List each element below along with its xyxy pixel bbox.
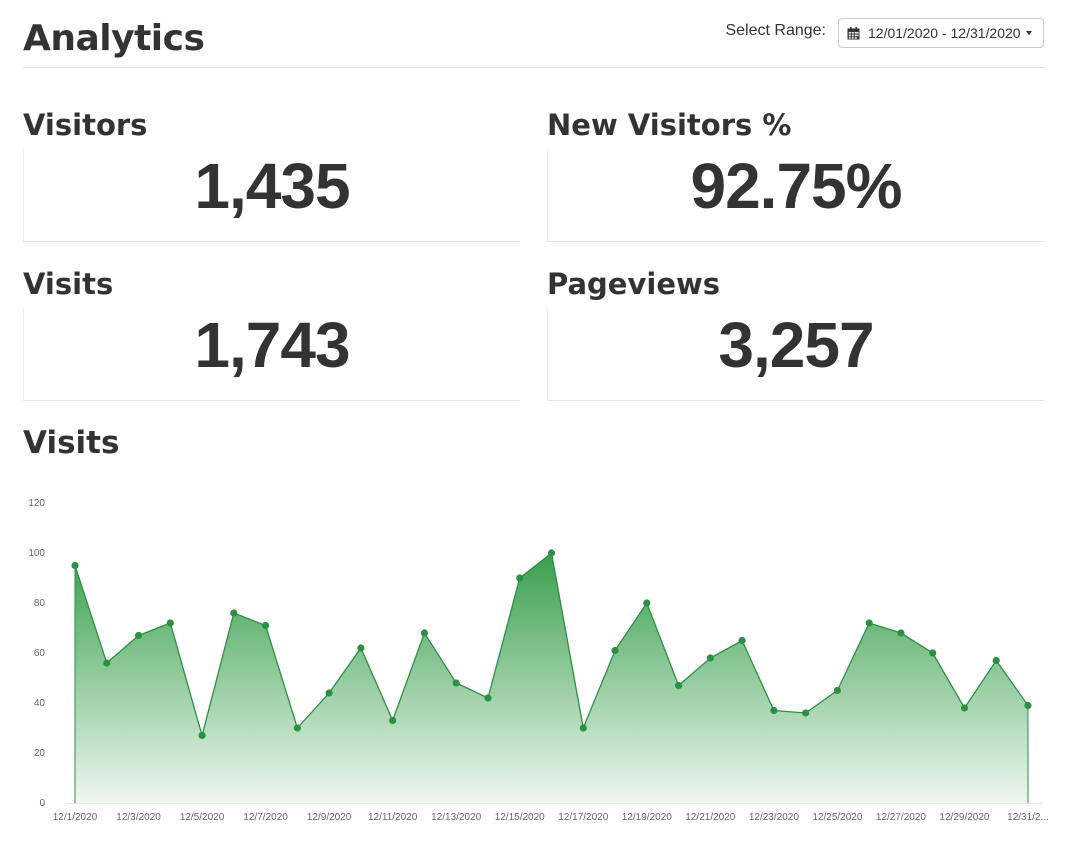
visits-data-point[interactable] (293, 724, 301, 732)
visits-data-point[interactable] (1024, 701, 1032, 710)
visits-data-point[interactable] (579, 724, 587, 732)
visits-data-point[interactable] (611, 646, 619, 655)
visits-data-point[interactable] (262, 621, 270, 630)
range-label: Select Range: (725, 22, 826, 39)
y-tick-label: 60 (34, 648, 46, 659)
y-tick-label: 120 (28, 498, 45, 509)
x-tick-label: 12/19/2020 (622, 812, 672, 823)
visits-data-point[interactable] (674, 681, 683, 690)
x-tick-label: 12/23/2020 (749, 812, 799, 823)
visits-chart: 0 20 40 60 80 100 120 12/1/2020 12/3/2020 12/5/2… (20, 490, 1050, 830)
x-tick-label: 12/15/2020 (495, 812, 545, 823)
visits-data-point[interactable] (484, 694, 492, 702)
y-axis: 0 20 40 60 80 100 120 (28, 498, 1043, 809)
visits-data-point[interactable] (738, 636, 746, 645)
x-tick-label: 12/27/2020 (876, 812, 926, 823)
visits-chart-svg: 0 20 40 60 80 100 120 12/1/2020 12/3/2020 12/5/2… (28, 498, 1049, 823)
stat-visitors-value: 1,435 (194, 150, 350, 222)
visits-data-point[interactable] (389, 716, 397, 725)
x-tick-label: 12/7/2020 (243, 812, 288, 823)
visits-data-point[interactable] (516, 574, 524, 582)
visits-data-point[interactable] (643, 599, 651, 607)
stat-visits-value: 1,743 (194, 309, 350, 381)
x-axis: 12/1/2020 12/3/2020 12/5/2020 12/7/2020 12/9… (53, 812, 1049, 823)
visits-data-point[interactable] (420, 629, 429, 637)
visits-chart-title: Visits (23, 425, 120, 461)
visits-data-point[interactable] (706, 654, 714, 662)
y-tick-label: 80 (34, 598, 46, 609)
x-tick-label: 12/13/2020 (431, 812, 481, 823)
x-tick-label: 12/3/2020 (116, 812, 161, 823)
x-tick-label: 12/11/2020 (368, 812, 418, 823)
stat-visits-box: 1,743 (23, 307, 520, 401)
visits-data-point[interactable] (134, 631, 143, 640)
visits-data-point[interactable] (325, 689, 333, 697)
x-tick-label: 12/5/2020 (180, 812, 225, 823)
y-tick-label: 100 (28, 548, 45, 559)
visits-data-point[interactable] (71, 561, 79, 570)
x-tick-label: 12/9/2020 (307, 812, 352, 823)
page-title: Analytics (23, 18, 205, 59)
stat-new-visitors-label: New Visitors % (547, 108, 792, 142)
x-tick-label: 12/21/2020 (685, 812, 735, 823)
visits-data-point[interactable] (357, 644, 365, 652)
visits-data-point[interactable] (802, 709, 810, 717)
page-header: Analytics Select Range: 12/01/2020 - 12/… (23, 12, 1044, 68)
stat-pageviews-box: 3,257 (547, 307, 1044, 401)
date-range-picker[interactable]: 12/01/2020 - 12/31/2020 (838, 18, 1044, 48)
stat-pageviews-value: 3,257 (718, 309, 874, 381)
visits-data-point[interactable] (833, 686, 842, 695)
x-tick-label: 12/31/2... (1007, 812, 1049, 823)
x-tick-label: 12/25/2020 (812, 812, 862, 823)
visits-data-point[interactable] (929, 649, 937, 657)
stat-pageviews-label: Pageviews (547, 267, 721, 301)
caret-down-icon (1025, 31, 1032, 35)
visits-data-point[interactable] (770, 706, 778, 715)
y-tick-label: 20 (34, 748, 46, 759)
visits-data-point[interactable] (198, 731, 206, 740)
visits-data-point[interactable] (230, 609, 238, 617)
y-tick-label: 0 (39, 798, 45, 809)
date-range-value: 12/01/2020 - 12/31/2020 (868, 25, 1021, 41)
visits-series (71, 549, 1032, 803)
stat-visits-label: Visits (23, 267, 114, 301)
visits-data-point[interactable] (166, 619, 174, 627)
stat-visitors-box: 1,435 (23, 148, 520, 242)
x-tick-label: 12/29/2020 (939, 812, 989, 823)
visits-data-point[interactable] (960, 704, 969, 712)
visits-data-point[interactable] (897, 629, 905, 637)
stat-visitors-label: Visitors (23, 108, 148, 142)
visits-data-point[interactable] (103, 659, 111, 667)
visits-data-point[interactable] (992, 656, 1000, 665)
y-tick-label: 40 (34, 698, 46, 709)
visits-data-point[interactable] (547, 549, 556, 557)
visits-area-fill (75, 553, 1028, 803)
visits-data-point[interactable] (452, 679, 460, 687)
x-tick-label: 12/17/2020 (558, 812, 608, 823)
stat-new-visitors-box: 92.75% (547, 148, 1044, 242)
calendar-icon (847, 26, 860, 39)
visits-data-point[interactable] (865, 619, 873, 627)
x-tick-label: 12/1/2020 (53, 812, 98, 823)
stat-new-visitors-value: 92.75% (690, 150, 902, 222)
